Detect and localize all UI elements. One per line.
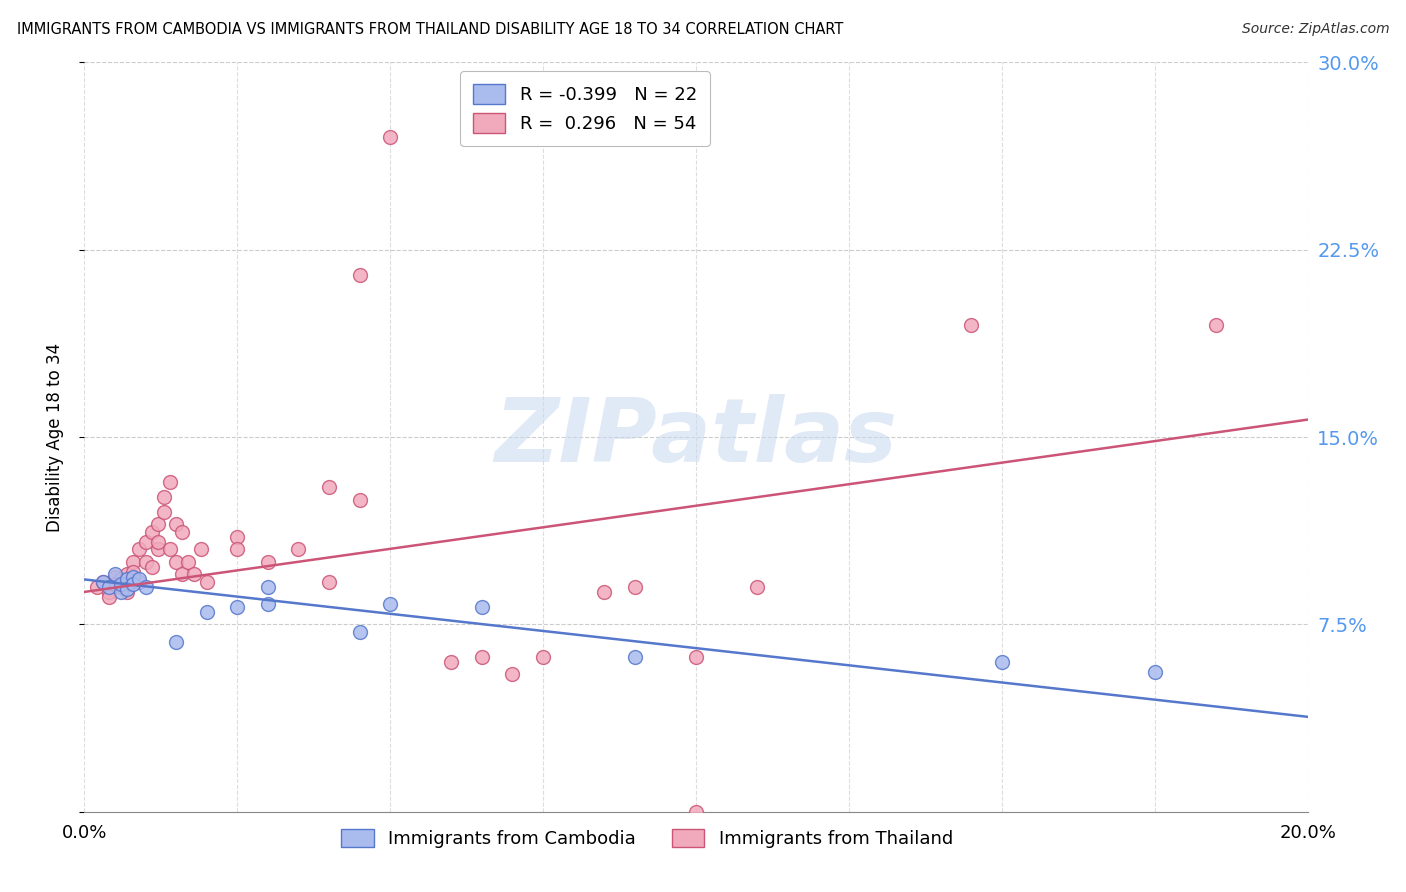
Point [190,542,212,557]
Point [159,475,181,489]
Point [349,268,371,282]
Point [110,585,132,599]
Point [257,555,280,569]
Point [104,570,127,584]
Text: Source: ZipAtlas.com: Source: ZipAtlas.com [1241,22,1389,37]
Point [128,574,150,589]
Point [172,524,194,539]
Point [531,649,554,664]
Point [226,542,249,557]
Point [115,582,138,597]
Point [226,530,249,544]
Point [153,490,176,504]
Point [226,599,249,614]
Point [380,130,402,145]
Point [115,585,138,599]
Point [128,573,150,587]
Point [195,574,218,589]
Point [165,635,187,649]
Point [122,570,145,584]
Point [624,649,647,664]
Point [195,605,218,619]
Point [122,565,145,579]
Point [97,580,120,594]
Y-axis label: Disability Age 18 to 34: Disability Age 18 to 34 [45,343,63,532]
Point [471,599,494,614]
Point [685,649,707,664]
Point [115,567,138,582]
Point [91,574,114,589]
Point [624,580,647,594]
Legend: Immigrants from Cambodia, Immigrants from Thailand: Immigrants from Cambodia, Immigrants fro… [333,822,960,855]
Point [135,535,157,549]
Point [257,598,280,612]
Point [991,655,1014,669]
Point [502,667,524,681]
Point [177,555,200,569]
Point [146,542,169,557]
Point [122,577,145,591]
Point [146,535,169,549]
Point [115,573,138,587]
Point [1205,318,1227,332]
Point [97,590,120,604]
Point [91,574,114,589]
Point [1143,665,1166,679]
Point [159,542,181,557]
Point [685,805,707,819]
Point [135,580,157,594]
Point [135,555,157,569]
Point [86,580,108,594]
Point [104,577,127,591]
Point [128,542,150,557]
Point [110,573,132,587]
Point [146,517,169,532]
Point [141,560,163,574]
Point [318,480,340,494]
Point [318,574,340,589]
Point [97,585,120,599]
Point [172,567,194,582]
Point [153,505,176,519]
Point [183,567,205,582]
Point [380,598,402,612]
Point [165,555,187,569]
Point [349,624,371,639]
Point [960,318,983,332]
Text: IMMIGRANTS FROM CAMBODIA VS IMMIGRANTS FROM THAILAND DISABILITY AGE 18 TO 34 COR: IMMIGRANTS FROM CAMBODIA VS IMMIGRANTS F… [17,22,844,37]
Point [471,649,494,664]
Text: ZIPatlas: ZIPatlas [495,393,897,481]
Point [287,542,309,557]
Point [141,524,163,539]
Point [593,585,616,599]
Point [115,577,138,591]
Point [747,580,769,594]
Point [349,492,371,507]
Point [122,555,145,569]
Point [440,655,463,669]
Point [110,580,132,594]
Point [165,517,187,532]
Point [104,567,127,582]
Point [110,577,132,591]
Point [257,580,280,594]
